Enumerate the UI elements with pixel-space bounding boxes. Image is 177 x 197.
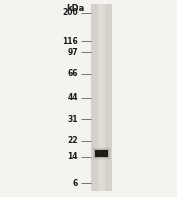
Text: 66: 66	[67, 69, 78, 78]
Bar	[98, 4, 105, 191]
Bar	[93, 148, 110, 159]
Bar	[94, 149, 109, 158]
Text: 97: 97	[67, 48, 78, 57]
Text: 22: 22	[67, 136, 78, 145]
Text: kDa: kDa	[66, 4, 84, 13]
Text: 44: 44	[67, 93, 78, 102]
Bar	[91, 4, 112, 191]
Text: 14: 14	[67, 152, 78, 161]
Bar	[92, 147, 111, 160]
Bar	[95, 150, 108, 157]
Text: 116: 116	[62, 37, 78, 46]
Text: 31: 31	[67, 115, 78, 124]
Text: 6: 6	[73, 179, 78, 188]
Text: 200: 200	[62, 8, 78, 17]
